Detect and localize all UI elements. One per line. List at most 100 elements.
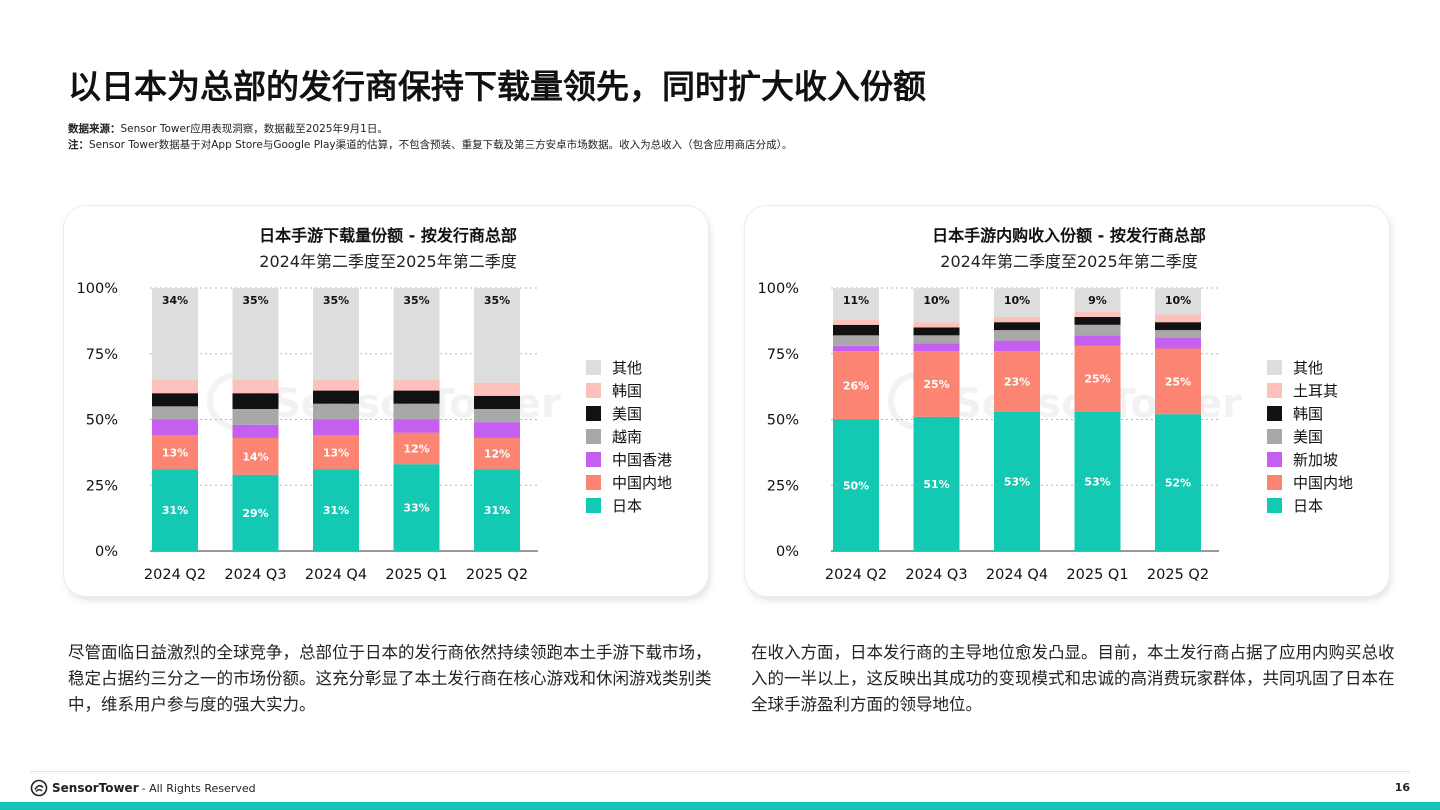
data-label: 29%	[242, 507, 268, 520]
data-label: 35%	[323, 294, 349, 307]
legend-label: 美国	[1293, 428, 1323, 446]
legend-item: 越南	[586, 428, 642, 446]
bar-segment	[1074, 324, 1121, 336]
downloads-share-chart: SensorTower日本手游下载量份额 - 按发行商总部2024年第二季度至2…	[77, 226, 672, 583]
legend-label: 日本	[612, 497, 642, 515]
y-tick-label: 75%	[86, 347, 118, 363]
legend-label: 其他	[1293, 359, 1323, 377]
bar-segment	[474, 422, 520, 438]
bar-segment	[152, 288, 198, 381]
footer-logo: SensorTower - All Rights Reserved	[30, 778, 256, 798]
bar-segment	[393, 432, 440, 465]
chart-subtitle: 2024年第二季度至2025年第二季度	[940, 252, 1197, 271]
data-label: 13%	[323, 446, 349, 459]
bar-segment	[152, 469, 198, 551]
x-tick-label: 2024 Q2	[825, 567, 887, 583]
y-tick-label: 50%	[86, 413, 118, 429]
bar-stack: 53% 23% 10%	[994, 288, 1040, 551]
bar-stack: 31% 13% 34%	[152, 288, 198, 551]
bar-segment	[232, 380, 279, 394]
bar-segment	[1155, 414, 1201, 551]
bar-segment	[474, 288, 520, 383]
chart-title: 日本手游内购收入份额 - 按发行商总部	[932, 226, 1206, 245]
x-tick-label: 2024 Q2	[144, 567, 206, 583]
bottom-accent-bar	[0, 802, 1440, 810]
bar-stack: 31% 12% 35%	[474, 288, 520, 551]
legend-label: 中国内地	[612, 474, 672, 492]
bar-segment	[994, 288, 1040, 317]
data-source-line: 数据来源：Sensor Tower应用表现洞察，数据截至2025年9月1日。	[68, 121, 388, 136]
data-label: 25%	[923, 378, 949, 391]
legend-label: 其他	[612, 359, 642, 377]
legend-swatch	[586, 406, 601, 421]
legend-item: 韩国	[586, 382, 642, 400]
bar-segment	[833, 319, 879, 325]
bar-segment	[232, 408, 279, 425]
bar-segment	[994, 330, 1040, 341]
y-tick-label: 25%	[767, 478, 799, 494]
data-source-text: Sensor Tower应用表现洞察，数据截至2025年9月1日。	[120, 123, 388, 135]
data-label: 31%	[484, 504, 510, 517]
data-label: 14%	[242, 450, 268, 463]
bar-segment	[833, 335, 879, 346]
bar-segment	[1155, 348, 1201, 415]
x-tick-label: 2024 Q3	[905, 567, 967, 583]
legend-item: 新加坡	[1267, 451, 1338, 469]
bar-segment	[913, 343, 960, 352]
bar-segment	[152, 393, 198, 407]
x-tick-label: 2024 Q4	[986, 567, 1048, 583]
bar-segment	[833, 345, 879, 352]
data-label: 35%	[484, 294, 510, 307]
revenue-share-chart: SensorTower日本手游内购收入份额 - 按发行商总部2024年第二季度至…	[758, 226, 1353, 583]
bar-segment	[152, 419, 198, 436]
footer-rights: - All Rights Reserved	[141, 781, 256, 795]
data-label: 10%	[1004, 294, 1030, 307]
bar-segment	[994, 316, 1040, 323]
data-label: 9%	[1088, 294, 1107, 307]
bar-segment	[994, 351, 1040, 412]
legend-swatch	[586, 360, 601, 375]
data-label: 53%	[1084, 475, 1110, 488]
bar-segment	[393, 403, 440, 420]
data-label: 31%	[323, 504, 349, 517]
bar-segment	[474, 408, 520, 423]
x-tick-label: 2024 Q3	[224, 567, 286, 583]
data-label: 13%	[162, 446, 188, 459]
data-label: 53%	[1004, 475, 1030, 488]
legend-swatch	[586, 429, 601, 444]
bar-segment	[393, 380, 440, 391]
bar-segment	[232, 474, 279, 551]
legend-item: 美国	[1267, 428, 1323, 446]
bar-segment	[1074, 316, 1121, 325]
bar-segment	[474, 395, 520, 409]
data-label: 12%	[403, 442, 429, 455]
y-tick-label: 100%	[77, 281, 118, 297]
data-label: 25%	[1084, 373, 1110, 386]
bar-segment	[474, 437, 520, 470]
bar-segment	[1155, 330, 1201, 338]
data-label: 35%	[403, 294, 429, 307]
data-label: 33%	[403, 502, 429, 515]
legend-swatch	[586, 452, 601, 467]
bar-segment	[913, 416, 960, 551]
bar-segment	[833, 288, 879, 320]
chart-title: 日本手游下载量份额 - 按发行商总部	[259, 226, 517, 245]
bar-segment	[913, 327, 960, 336]
bar-segment	[232, 393, 279, 409]
data-label: 52%	[1165, 477, 1191, 490]
page-number: 16	[1394, 781, 1410, 794]
data-label: 50%	[843, 479, 869, 492]
x-tick-label: 2025 Q1	[385, 567, 447, 583]
bar-stack: 52% 25% 10%	[1155, 288, 1201, 551]
note-text: Sensor Tower数据基于对App Store与Google Play渠道…	[89, 139, 793, 151]
footer-brand: SensorTower	[52, 781, 139, 795]
data-label: 35%	[242, 294, 268, 307]
data-label: 10%	[923, 294, 949, 307]
sensor-tower-logo-icon	[30, 779, 48, 797]
bar-segment	[152, 406, 198, 420]
bar-segment	[232, 437, 279, 475]
legend-label: 韩国	[1293, 405, 1323, 423]
y-tick-label: 75%	[767, 347, 799, 363]
legend-item: 中国内地	[1267, 474, 1353, 492]
bar-segment	[833, 419, 879, 551]
